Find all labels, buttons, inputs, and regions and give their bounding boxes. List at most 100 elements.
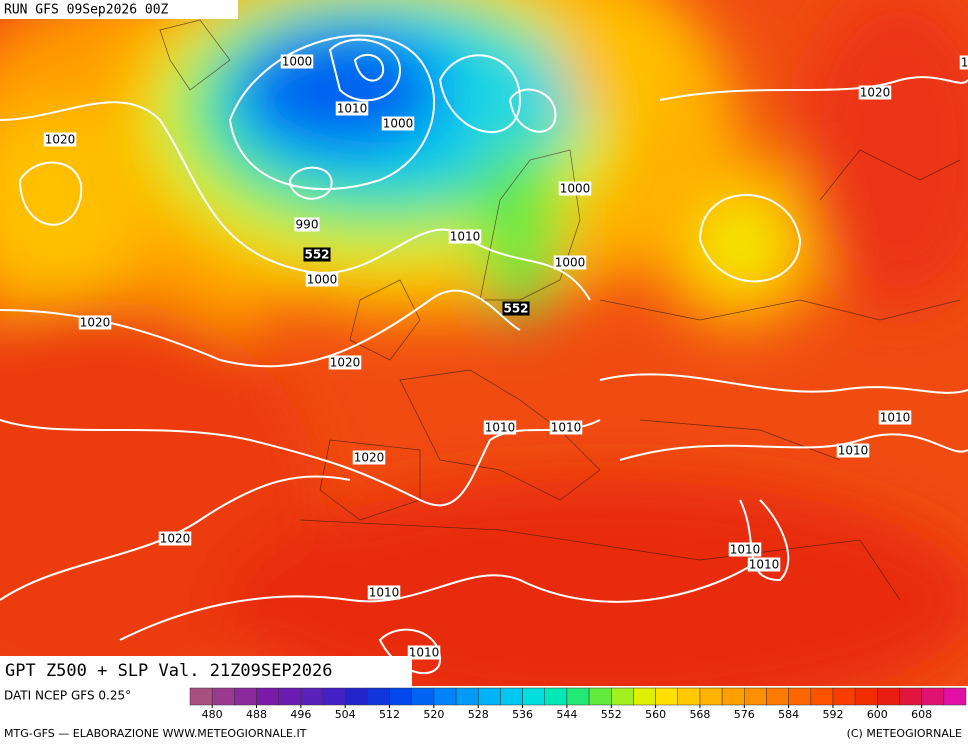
isobar-label-box <box>43 132 77 147</box>
isobar-label: 1010 <box>551 421 582 435</box>
isobar-label-box <box>352 450 386 465</box>
isobar-label-box <box>959 55 968 70</box>
isobar-label-box <box>836 443 870 458</box>
colorbar-swatch <box>477 687 501 706</box>
isobar-label-box <box>305 272 339 287</box>
colorbar-swatch <box>256 687 279 706</box>
colorbar-swatch <box>721 687 745 706</box>
colorbar-label: 608 <box>911 708 932 721</box>
run-label: RUN GFS 09Sep2026 00Z <box>4 3 169 18</box>
colorbar-swatch <box>588 687 612 706</box>
colorbar-swatch <box>389 687 412 706</box>
colorbar-swatch <box>367 687 390 706</box>
isobar-label: 1010 <box>880 411 911 425</box>
colorbar-label: 488 <box>246 708 267 721</box>
colorbar-label: 560 <box>645 708 666 721</box>
isobar-label: 1020 <box>860 86 891 100</box>
colorbar-swatch <box>234 687 257 706</box>
isobar-label-box <box>158 531 192 546</box>
colorbar-swatch <box>699 687 723 706</box>
colorbar-swatch <box>655 687 679 706</box>
isobar-label-box <box>858 85 892 100</box>
colorbar-swatch <box>455 687 479 706</box>
isobar-labels: 1000 1010 1000 1020 1000 990 1010 552 1000 1000 55… <box>43 54 968 660</box>
isobar-label-box <box>483 420 517 435</box>
isobar-label-box <box>558 181 592 196</box>
isobar-label-box <box>747 557 781 572</box>
colorbar-label: 544 <box>556 708 577 721</box>
colorbar-label: 592 <box>822 708 843 721</box>
isobar-label: 552 <box>503 302 528 316</box>
footer-right: (C) METEOGIORNALE <box>847 727 962 740</box>
isobar-label: 1020 <box>330 356 361 370</box>
colorbar-swatch <box>921 687 945 706</box>
isobar-label-box <box>448 229 482 244</box>
isobar-label-box <box>280 54 314 69</box>
isobar-label: 1020 <box>354 451 385 465</box>
isobar-label: 1010 <box>409 646 440 660</box>
colorbar-swatch <box>278 687 302 706</box>
isobar-label: 1010 <box>485 421 516 435</box>
colorbar-swatch <box>566 687 590 706</box>
isobar-label: 552 <box>304 248 329 262</box>
isobar-label: 1000 <box>307 273 338 287</box>
colorbar-swatch <box>522 687 545 706</box>
isobar-label: 1010 <box>369 586 400 600</box>
colorbar-swatch <box>766 687 789 706</box>
colorbar-swatch <box>677 687 701 706</box>
colorbar-swatch <box>854 687 878 706</box>
isobar-label: 1000 <box>555 256 586 270</box>
colorbar-swatch <box>211 687 235 706</box>
isobar-label-box <box>553 255 587 270</box>
isobar-label: 1010 <box>838 444 869 458</box>
colorbar-swatch <box>500 687 523 706</box>
colorbar-swatch <box>899 687 922 706</box>
colorbar-swatch <box>411 687 435 706</box>
colorbar-label: 584 <box>778 708 799 721</box>
title-box <box>0 656 412 686</box>
isobar-label: 1010 <box>730 543 761 557</box>
colorbar-swatch <box>544 687 568 706</box>
isobar-label: 1020 <box>160 532 191 546</box>
colorbar-swatch <box>633 687 656 706</box>
isobar-label: 1000 <box>383 117 414 131</box>
isobar-label: 1010 <box>961 56 968 70</box>
colorbar-swatch <box>744 687 767 706</box>
colorbar-swatch <box>344 687 368 706</box>
isobar-label-box <box>381 116 415 131</box>
isobar-label-box <box>328 355 362 370</box>
colorbar-label: 496 <box>290 708 311 721</box>
colorbar-swatch <box>788 687 812 706</box>
map-area: 1000 1010 1000 1020 1000 990 1010 552 1000 1000 55… <box>0 0 968 686</box>
isobar-label: 1010 <box>749 558 780 572</box>
isobar-label-box <box>78 315 112 330</box>
isobar-label-box <box>878 410 912 425</box>
colorbar-swatch <box>810 687 834 706</box>
footer-left: MTG-GFS — ELABORAZIONE WWW.METEOGIORNALE… <box>4 727 307 740</box>
isobar-label: 1010 <box>450 230 481 244</box>
colorbar-swatch <box>433 687 457 706</box>
colorbar-swatch <box>189 687 213 706</box>
isobar-label: 1000 <box>282 55 313 69</box>
colorbar-swatch <box>877 687 900 706</box>
isobar-label: 1020 <box>80 316 111 330</box>
colorbar-label: 520 <box>423 708 444 721</box>
source-label: DATI NCEP GFS 0.25° <box>4 689 131 703</box>
colorbar-swatch <box>300 687 324 706</box>
isobar-label-box <box>294 217 320 232</box>
geopotential-field <box>0 0 968 686</box>
colorbar-label: 480 <box>202 708 223 721</box>
colorbar-swatch <box>832 687 856 706</box>
isobar-label-box <box>728 542 762 557</box>
isobar-label-box <box>367 585 401 600</box>
colorbar-swatch <box>611 687 634 706</box>
colorbar-swatch <box>322 687 346 706</box>
colorbar-swatch <box>943 687 967 706</box>
isobar-label: 1010 <box>337 102 368 116</box>
isobar-label-box <box>549 420 583 435</box>
isobar-label-box <box>335 101 369 116</box>
map-title: GPT Z500 + SLP Val. 21Z09SEP2026 <box>5 661 333 681</box>
colorbar-label: 552 <box>601 708 622 721</box>
colorbar-label: 600 <box>867 708 888 721</box>
